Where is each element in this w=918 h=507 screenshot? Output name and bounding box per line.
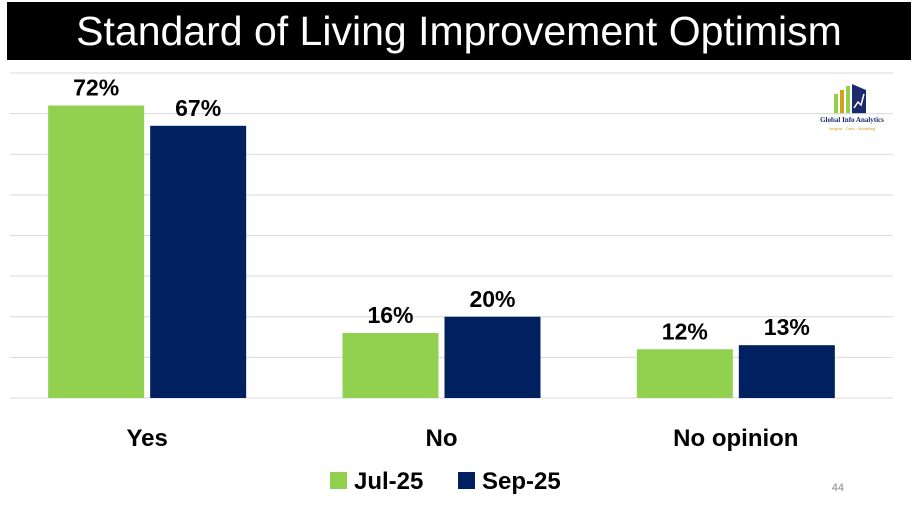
bar (48, 105, 145, 398)
title-bar: Standard of Living Improvement Optimism (7, 2, 911, 60)
legend-label: Sep-25 (482, 468, 561, 495)
legend-label: Jul-25 (354, 468, 423, 495)
bar (342, 333, 439, 398)
logo-tagline: Insights · Data · Modelling (828, 126, 876, 131)
logo-name: Global Info Analytics (820, 116, 884, 124)
data-labels: 72% 67% 16% 20% 12% 13% (73, 75, 810, 345)
legend: Jul-25 Sep-25 (330, 468, 561, 495)
category-label: No opinion (673, 425, 798, 452)
logo-icon (834, 84, 866, 114)
bar (738, 345, 835, 398)
legend-swatch (458, 472, 475, 489)
logo: Global Info Analytics Insights · Data · … (812, 80, 892, 136)
legend-swatch (330, 472, 347, 489)
data-label: 72% (73, 75, 119, 101)
data-label: 12% (662, 318, 708, 344)
category-label: Yes (126, 425, 167, 452)
category-label: No (426, 425, 458, 452)
category-axis: Yes No No opinion (126, 425, 798, 452)
data-label: 16% (367, 302, 413, 328)
bar (150, 125, 247, 398)
data-label: 13% (764, 314, 810, 340)
bar (636, 349, 733, 398)
data-label: 67% (175, 95, 221, 121)
bar (444, 316, 541, 398)
page-number: 44 (831, 482, 844, 494)
data-label: 20% (469, 286, 515, 312)
chart-title: Standard of Living Improvement Optimism (76, 7, 842, 54)
bars (48, 105, 835, 398)
